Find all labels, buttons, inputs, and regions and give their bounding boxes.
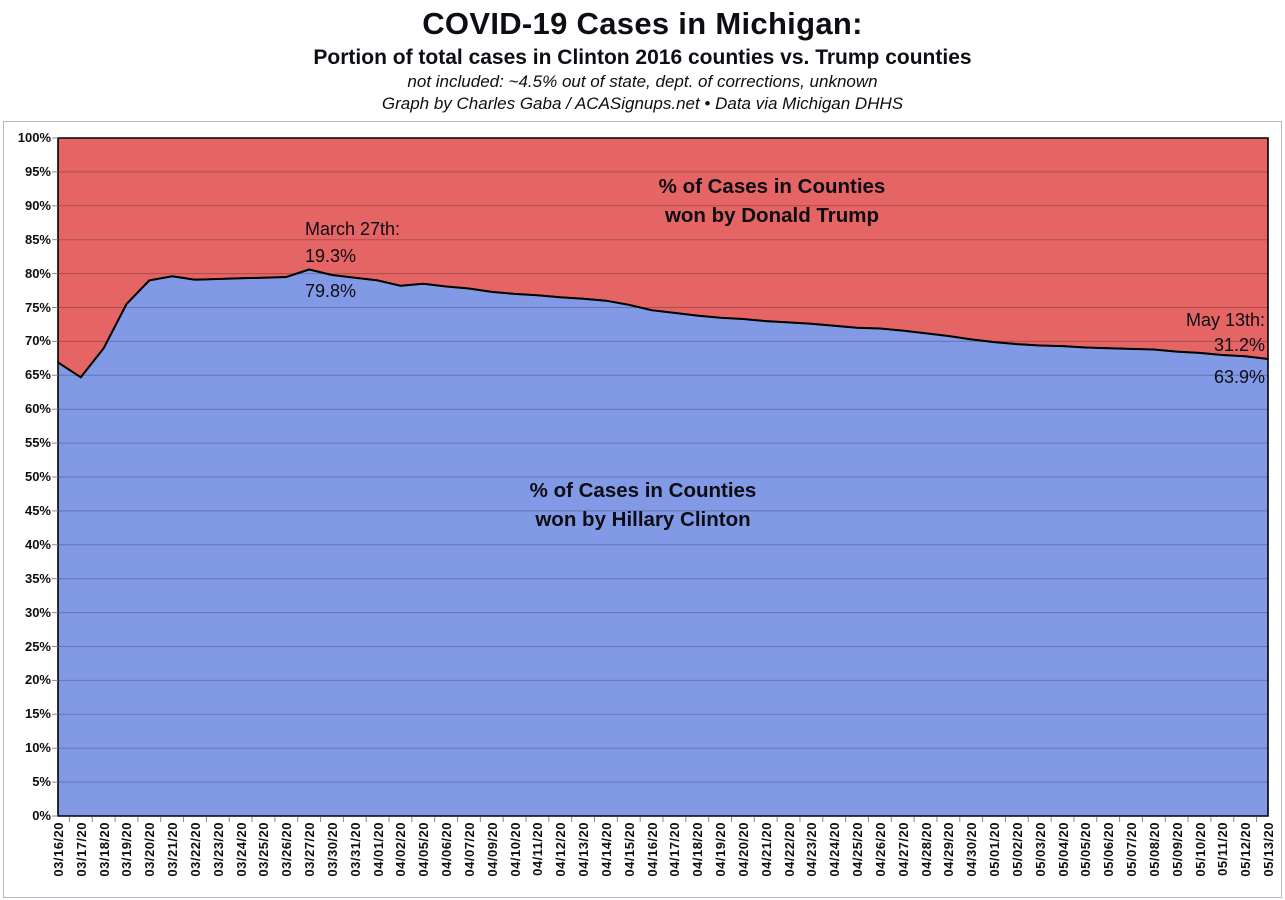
stacked-area-plot [52, 137, 1269, 822]
y-tick-label: 55% [24, 435, 51, 451]
clinton-area-series [57, 268, 1269, 817]
clinton-area-label-line1: % of Cases in Counties [529, 479, 757, 502]
chart-header: COVID-19 Cases in Michigan: Portion of t… [0, 4, 1285, 115]
y-tick-label: 100% [17, 130, 51, 145]
y-tick-label: 35% [24, 570, 51, 586]
chart-area: 0% 5% 10% 15% 20% 25% 30% 35% 40% 45% 50% 55% 60% 65%… [3, 121, 1282, 898]
y-tick-label: 60% [24, 401, 51, 417]
page-subtitle: Portion of total cases in Clinton 2016 c… [313, 46, 972, 69]
y-tick-label: 45% [24, 502, 51, 518]
trump-area-label-line1: % of Cases in Counties [658, 175, 886, 198]
annotation-march-clinton-value: 79.8% [305, 281, 357, 301]
clinton-share-boundary-line [57, 268, 1269, 379]
y-tick-label: 80% [24, 265, 51, 281]
y-tick-label: 75% [24, 299, 51, 315]
clinton-area-label-line2: won by Hillary Clinton [535, 508, 751, 531]
trump-area-label: % of Cases in Counties won by Donald Tru… [659, 172, 886, 230]
y-tick-label: 20% [24, 672, 51, 688]
annotation-may-title: May 13th: [1185, 310, 1265, 330]
annotation-march-title: March 27th: [305, 219, 401, 239]
y-tick-label: 40% [24, 536, 51, 552]
y-tick-label: 25% [24, 638, 51, 654]
y-tick-label: 5% [32, 774, 51, 790]
annotation-march-trump-value: 19.3% [305, 246, 357, 266]
credit-line: Graph by Charles Gaba / ACASignups.net •… [381, 94, 904, 113]
y-tick-label: 90% [24, 197, 51, 213]
page-title: COVID-19 Cases in Michigan: [422, 6, 863, 41]
annotation-may-trump-value: 31.2% [1213, 335, 1265, 355]
y-tick-label: 30% [24, 604, 51, 620]
y-tick-label: 0% [32, 808, 51, 823]
annotation-may-clinton-value: 63.9% [1213, 367, 1265, 387]
trump-area-label-line2: won by Donald Trump [664, 204, 880, 227]
y-tick-label: 95% [24, 163, 51, 179]
y-tick-label: 85% [24, 231, 51, 247]
y-tick-label: 50% [24, 469, 51, 484]
clinton-area-label: % of Cases in Counties won by Hillary Cl… [530, 476, 757, 534]
y-tick-label: 10% [24, 740, 51, 756]
y-tick-label: 70% [24, 333, 51, 349]
exclusion-note: not included: ~4.5% out of state, dept. … [407, 72, 878, 91]
y-tick-label: 15% [24, 706, 51, 722]
y-tick-label: 65% [24, 367, 51, 383]
